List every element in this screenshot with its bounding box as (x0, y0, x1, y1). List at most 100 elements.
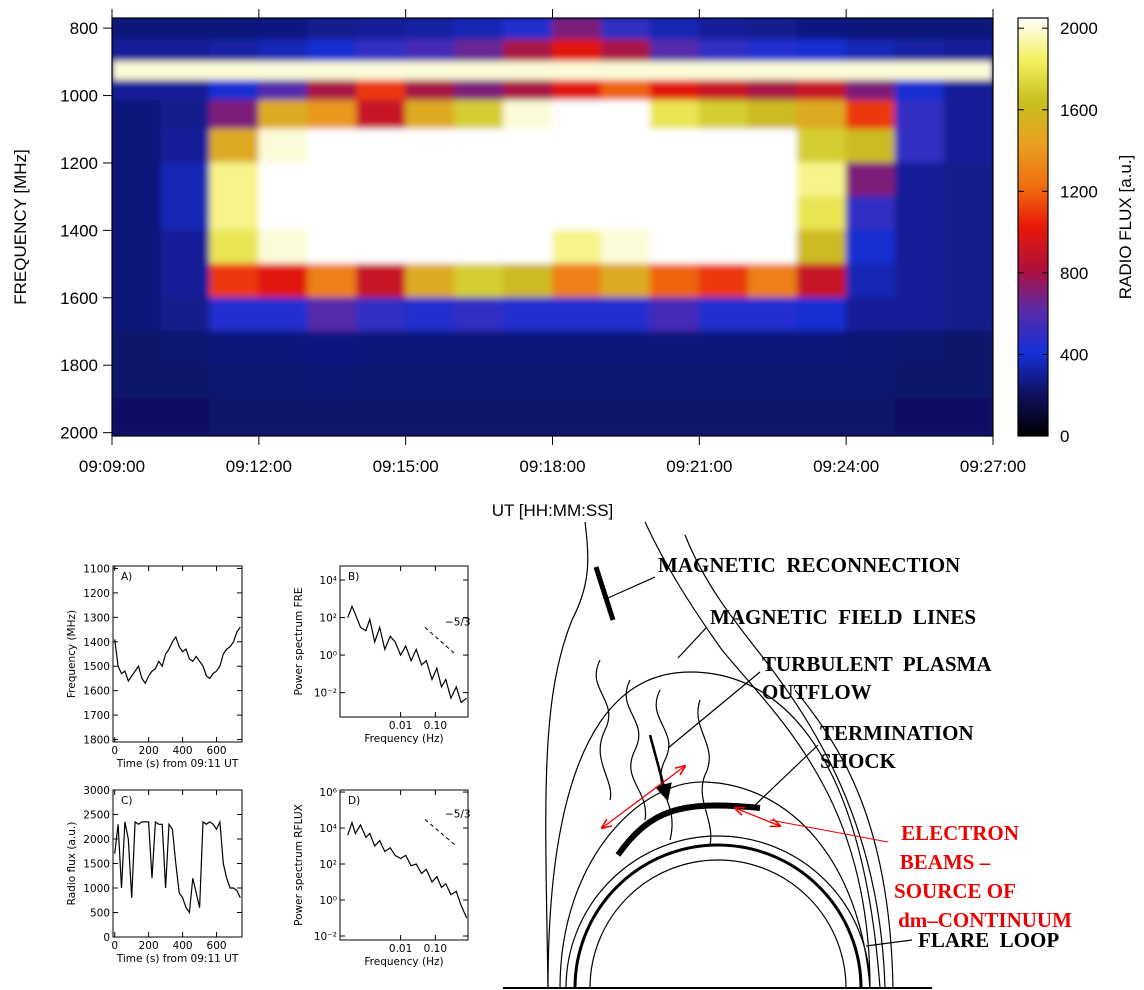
heatmap-cell (600, 79, 651, 102)
label: SOURCE OF (894, 879, 1016, 903)
heatmap-cell (454, 39, 505, 63)
leader-line (607, 576, 656, 599)
x-axis-label: Frequency (Hz) (364, 733, 443, 745)
heatmap-cell (160, 297, 211, 332)
heatmap-cell (503, 39, 553, 63)
heatmap-cell (209, 229, 260, 265)
heatmap (112, 18, 993, 436)
heatmap-cell (845, 229, 896, 265)
x-tick-label: 0.10 (424, 943, 447, 955)
heatmap-cell (747, 196, 798, 231)
heatmap-cell (552, 79, 602, 102)
heatmap-cell (307, 18, 358, 41)
x-tick-label: 09:12:00 (226, 457, 292, 476)
heatmap-cell (943, 18, 993, 41)
heatmap-cell (698, 18, 749, 41)
heatmap-cell (796, 128, 847, 164)
colorbar (1017, 17, 1049, 437)
heatmap-cell (600, 229, 651, 265)
heatmap-cells (112, 18, 993, 436)
heatmap-cell (356, 162, 407, 198)
heatmap-cell (600, 263, 651, 299)
heatmap-cell (503, 229, 553, 265)
heatmap-cell (405, 100, 456, 130)
heatmap-cell (747, 18, 798, 41)
heatmap-cell (258, 128, 309, 164)
heatmap-cell (943, 297, 993, 332)
heatmap-cell (747, 398, 798, 436)
heatmap-cell (894, 100, 945, 130)
heatmap-cell (649, 297, 700, 332)
heatmap-cell (894, 128, 945, 164)
heatmap-cell (698, 61, 749, 81)
heatmap-cell (845, 398, 896, 436)
heatmap-cell (698, 398, 749, 436)
heatmap-cell (845, 61, 896, 81)
panel: 0.01 0.10 10⁻² 10⁰ 10² 10⁴ 10⁶ Frequency (Hz) Po… (293, 787, 471, 968)
heatmap-cell (649, 128, 700, 164)
y-tick-label: 1800 (83, 735, 110, 747)
heatmap-cell (894, 18, 945, 41)
data-line (347, 604, 468, 704)
heatmap-cell (943, 61, 993, 81)
heatmap-cell (796, 364, 847, 400)
heatmap-cell (454, 331, 505, 366)
heatmap-cell (405, 331, 456, 366)
heatmap-cell (160, 364, 211, 400)
heatmap-cell (209, 79, 260, 102)
y-tick-label: 10⁶ (319, 787, 337, 799)
heatmap-cell (503, 398, 553, 436)
heatmap-cell (649, 18, 700, 41)
heatmap-cell (600, 364, 651, 400)
y-tick-label: 0 (103, 932, 110, 944)
label: MAGNETIC RECONNECTION (658, 553, 960, 577)
heatmap-cell (503, 196, 553, 231)
colorbar-tick-label: 1600 (1060, 101, 1098, 120)
y-axis-label: Power spectrum RFLUX (293, 804, 305, 926)
heatmap-cell (796, 196, 847, 231)
y-tick-label: 1700 (83, 710, 110, 722)
heatmap-cell (160, 79, 211, 102)
heatmap-cell (454, 297, 505, 332)
heatmap-cell (796, 100, 847, 130)
x-tick-label: 600 (207, 940, 227, 952)
y-tick-label: 2000 (60, 424, 98, 443)
heatmap-cell (112, 128, 162, 164)
label: TERMINATION (820, 721, 974, 745)
turbulent-line (625, 679, 647, 821)
diagram: MAGNETIC RECONNECTION MAGNETIC FIELD LIN… (503, 521, 1072, 989)
heatmap-cell (112, 331, 162, 366)
heatmap-cell (209, 263, 260, 299)
heatmap-cell (600, 331, 651, 366)
heatmap-cell (600, 196, 651, 231)
heatmap-cell (209, 39, 260, 63)
x-tick-label: 09:24:00 (813, 457, 879, 476)
x-tick-label: 09:15:00 (373, 457, 439, 476)
heatmap-cell (454, 263, 505, 299)
label: ELECTRON (901, 821, 1019, 845)
leader-line (677, 627, 707, 659)
heatmap-cell (405, 229, 456, 265)
heatmap-cell (307, 39, 358, 63)
heatmap-cell (943, 364, 993, 400)
heatmap-cell (405, 196, 456, 231)
heatmap-cell (405, 297, 456, 332)
y-axis-label: Power spectrum FRE (293, 587, 305, 695)
y-tick-label: 1400 (60, 221, 98, 240)
y-tick-label: 1100 (83, 563, 110, 575)
heatmap-cell (649, 196, 700, 231)
panel-label: C) (121, 795, 132, 807)
heatmap-cell (747, 297, 798, 332)
heatmap-cell (307, 229, 358, 265)
heatmap-cell (307, 297, 358, 332)
colorbar-tick-label: 1200 (1060, 182, 1098, 201)
x-tick-label: 400 (173, 940, 193, 952)
heatmap-cell (307, 61, 358, 81)
heatmap-cell (747, 331, 798, 366)
heatmap-cell (698, 364, 749, 400)
heatmap-cell (356, 61, 407, 81)
heatmap-cell (307, 331, 358, 366)
plot-frame (112, 789, 243, 938)
heatmap-cell (258, 100, 309, 130)
